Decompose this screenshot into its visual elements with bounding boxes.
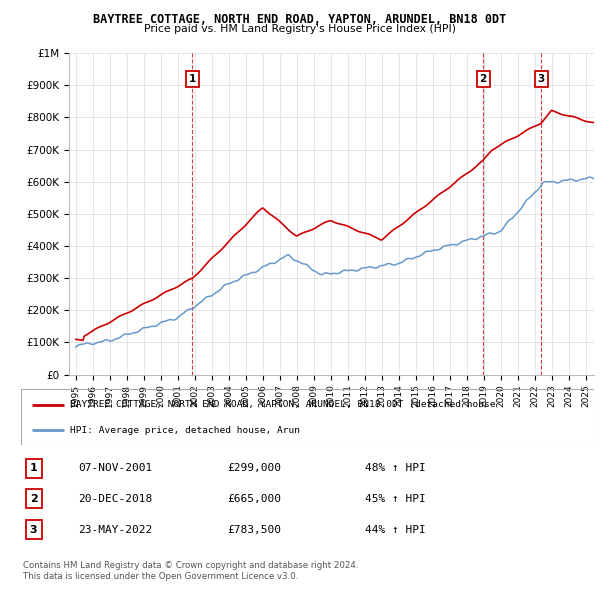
Text: 45% ↑ HPI: 45% ↑ HPI — [365, 494, 425, 503]
Text: £783,500: £783,500 — [227, 525, 281, 535]
Text: BAYTREE COTTAGE, NORTH END ROAD, YAPTON, ARUNDEL, BN18 0DT: BAYTREE COTTAGE, NORTH END ROAD, YAPTON,… — [94, 13, 506, 26]
Text: 23-MAY-2022: 23-MAY-2022 — [79, 525, 152, 535]
Text: £665,000: £665,000 — [227, 494, 281, 503]
Text: 1: 1 — [188, 74, 196, 84]
Text: Price paid vs. HM Land Registry's House Price Index (HPI): Price paid vs. HM Land Registry's House … — [144, 24, 456, 34]
Text: 07-NOV-2001: 07-NOV-2001 — [79, 463, 152, 473]
Text: 1: 1 — [30, 463, 37, 473]
Text: £299,000: £299,000 — [227, 463, 281, 473]
Text: This data is licensed under the Open Government Licence v3.0.: This data is licensed under the Open Gov… — [23, 572, 298, 581]
Text: 48% ↑ HPI: 48% ↑ HPI — [365, 463, 425, 473]
Text: Contains HM Land Registry data © Crown copyright and database right 2024.: Contains HM Land Registry data © Crown c… — [23, 560, 358, 569]
Text: 3: 3 — [538, 74, 545, 84]
Text: BAYTREE COTTAGE, NORTH END ROAD, YAPTON, ARUNDEL, BN18 0DT (detached house: BAYTREE COTTAGE, NORTH END ROAD, YAPTON,… — [70, 400, 495, 409]
Text: HPI: Average price, detached house, Arun: HPI: Average price, detached house, Arun — [70, 426, 300, 435]
Text: 20-DEC-2018: 20-DEC-2018 — [79, 494, 152, 503]
Text: 2: 2 — [30, 494, 37, 503]
Text: 44% ↑ HPI: 44% ↑ HPI — [365, 525, 425, 535]
Text: 2: 2 — [479, 74, 487, 84]
Text: 3: 3 — [30, 525, 37, 535]
